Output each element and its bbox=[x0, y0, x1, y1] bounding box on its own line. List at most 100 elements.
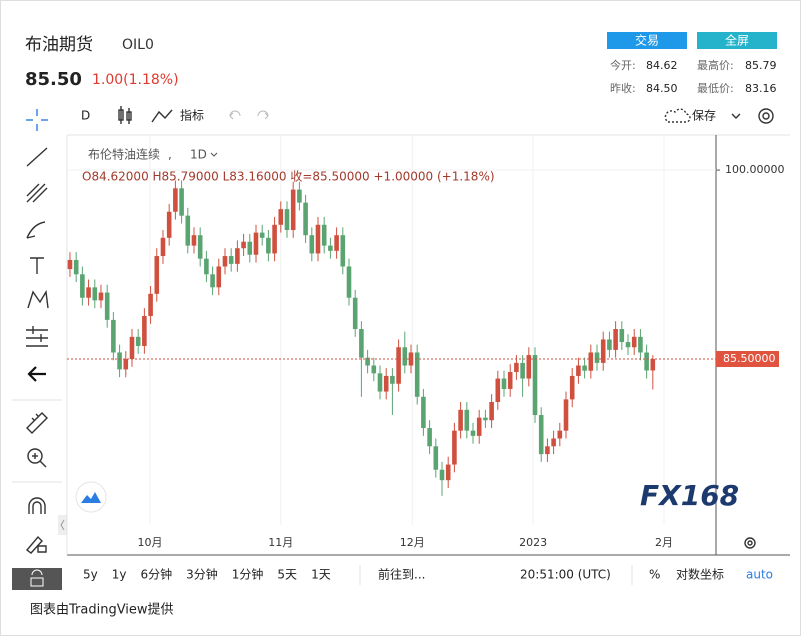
prediction-tool[interactable] bbox=[26, 326, 48, 347]
redo-icon[interactable] bbox=[257, 110, 269, 120]
candle-body bbox=[328, 245, 333, 251]
candle-body bbox=[135, 336, 141, 346]
trade-label[interactable]: 交易 bbox=[635, 33, 659, 48]
candle-body bbox=[464, 409, 470, 431]
candle-type-icon[interactable] bbox=[118, 106, 132, 124]
candle-body bbox=[321, 224, 327, 246]
pattern-tool[interactable] bbox=[27, 289, 49, 309]
candle-body bbox=[309, 235, 315, 254]
candle-body bbox=[154, 256, 160, 294]
stat-value: 83.16 bbox=[745, 82, 777, 95]
candle-body bbox=[222, 256, 228, 267]
range-button[interactable]: 1天 bbox=[311, 568, 331, 582]
candle-body bbox=[439, 469, 445, 481]
percent-toggle[interactable]: % bbox=[649, 568, 660, 582]
stat-value: 84.50 bbox=[646, 82, 678, 95]
candle-body bbox=[253, 232, 259, 255]
range-button[interactable]: 1分钟 bbox=[232, 567, 264, 582]
candle-body bbox=[80, 274, 85, 298]
range-button[interactable]: 1y bbox=[112, 568, 127, 582]
candle-body bbox=[588, 352, 594, 371]
crosshair-tool[interactable] bbox=[26, 109, 48, 131]
auto-toggle[interactable]: auto bbox=[746, 568, 773, 582]
candle-body bbox=[191, 235, 197, 246]
tv-logo bbox=[75, 481, 107, 513]
candle-body bbox=[594, 352, 600, 363]
candle-body bbox=[600, 339, 606, 363]
stat-value: 84.62 bbox=[646, 59, 678, 72]
last-price-badge bbox=[716, 350, 779, 367]
magnet-tool[interactable] bbox=[28, 497, 46, 514]
interval-button[interactable]: D bbox=[81, 109, 90, 123]
candle-body bbox=[315, 224, 321, 254]
candle-body bbox=[421, 396, 426, 429]
range-button[interactable]: 3分钟 bbox=[186, 567, 218, 582]
candle-body bbox=[427, 428, 432, 447]
x-tick-label: 11月 bbox=[268, 536, 293, 549]
candle-body bbox=[67, 259, 73, 270]
text-tool[interactable] bbox=[30, 257, 44, 274]
candle-body bbox=[303, 202, 308, 236]
candle-body bbox=[266, 237, 271, 254]
candle-body bbox=[340, 235, 346, 267]
candle-body bbox=[365, 357, 370, 366]
candle-body bbox=[532, 355, 538, 416]
candle-body bbox=[607, 339, 612, 350]
candle-body bbox=[650, 358, 656, 371]
stats: 今开: 84.62 最高价: 85.79 昨收: 84.50 最低价: 83.1… bbox=[610, 58, 777, 95]
candle-body bbox=[173, 188, 178, 212]
symbol: OIL0 bbox=[122, 37, 154, 53]
candle-body bbox=[569, 375, 575, 400]
stat-label: 昨收: bbox=[610, 81, 636, 95]
log-toggle[interactable]: 对数坐标 bbox=[676, 567, 724, 582]
fork-tool[interactable] bbox=[26, 183, 48, 203]
tv-logo-mark bbox=[81, 492, 101, 503]
stat-label: 最高价: bbox=[697, 58, 734, 72]
save-button[interactable]: 保存 bbox=[692, 109, 716, 123]
indicator-icon[interactable] bbox=[151, 109, 173, 123]
lock-tool-bg[interactable] bbox=[12, 568, 62, 590]
candle-body bbox=[625, 342, 631, 348]
range-button[interactable]: 5天 bbox=[277, 568, 297, 582]
measure-tool[interactable] bbox=[26, 412, 48, 434]
range-button[interactable]: 6分钟 bbox=[141, 567, 173, 582]
candle-body bbox=[297, 189, 302, 203]
goto-button[interactable]: 前往到... bbox=[378, 567, 425, 582]
fullscreen-label[interactable]: 全屏 bbox=[725, 33, 749, 48]
fullscreen-button[interactable] bbox=[697, 32, 777, 49]
collapse-tab[interactable] bbox=[58, 515, 67, 535]
candle-body bbox=[241, 241, 246, 249]
candle-body bbox=[452, 430, 457, 465]
line-tool[interactable] bbox=[26, 147, 48, 167]
candle-body bbox=[290, 189, 296, 230]
collapse-icon[interactable] bbox=[60, 519, 65, 531]
candle-body bbox=[638, 336, 643, 353]
candle-body bbox=[383, 375, 389, 392]
candle-body bbox=[526, 355, 532, 379]
candle-body bbox=[129, 336, 135, 359]
settings-icon[interactable] bbox=[758, 108, 774, 124]
x-tick-label: 2023 bbox=[519, 536, 547, 549]
trade-button[interactable] bbox=[607, 32, 687, 49]
axis-settings-icon[interactable] bbox=[744, 537, 756, 549]
undo-icon[interactable] bbox=[229, 110, 241, 120]
candle-body bbox=[514, 362, 519, 373]
watermark: FX168 bbox=[640, 479, 739, 512]
brush-tool[interactable] bbox=[26, 221, 46, 239]
candle-body bbox=[142, 315, 147, 346]
indicator-button[interactable]: 指标 bbox=[180, 108, 204, 123]
candle-body bbox=[377, 373, 383, 392]
legend-menu-icon[interactable] bbox=[210, 152, 218, 157]
stat-label: 最低价: bbox=[697, 82, 734, 95]
range-button[interactable]: 5y bbox=[83, 568, 98, 582]
candle-body bbox=[185, 215, 191, 246]
save-menu-icon[interactable] bbox=[731, 113, 741, 119]
candle-body bbox=[458, 409, 463, 431]
lock-tool[interactable] bbox=[30, 569, 44, 587]
clock: 20:51:00 (UTC) bbox=[520, 568, 611, 582]
candle-body bbox=[538, 415, 544, 455]
zoom-tool[interactable] bbox=[27, 448, 47, 468]
lock-drawing-tool[interactable] bbox=[25, 535, 47, 554]
hide-tool[interactable] bbox=[27, 366, 46, 382]
